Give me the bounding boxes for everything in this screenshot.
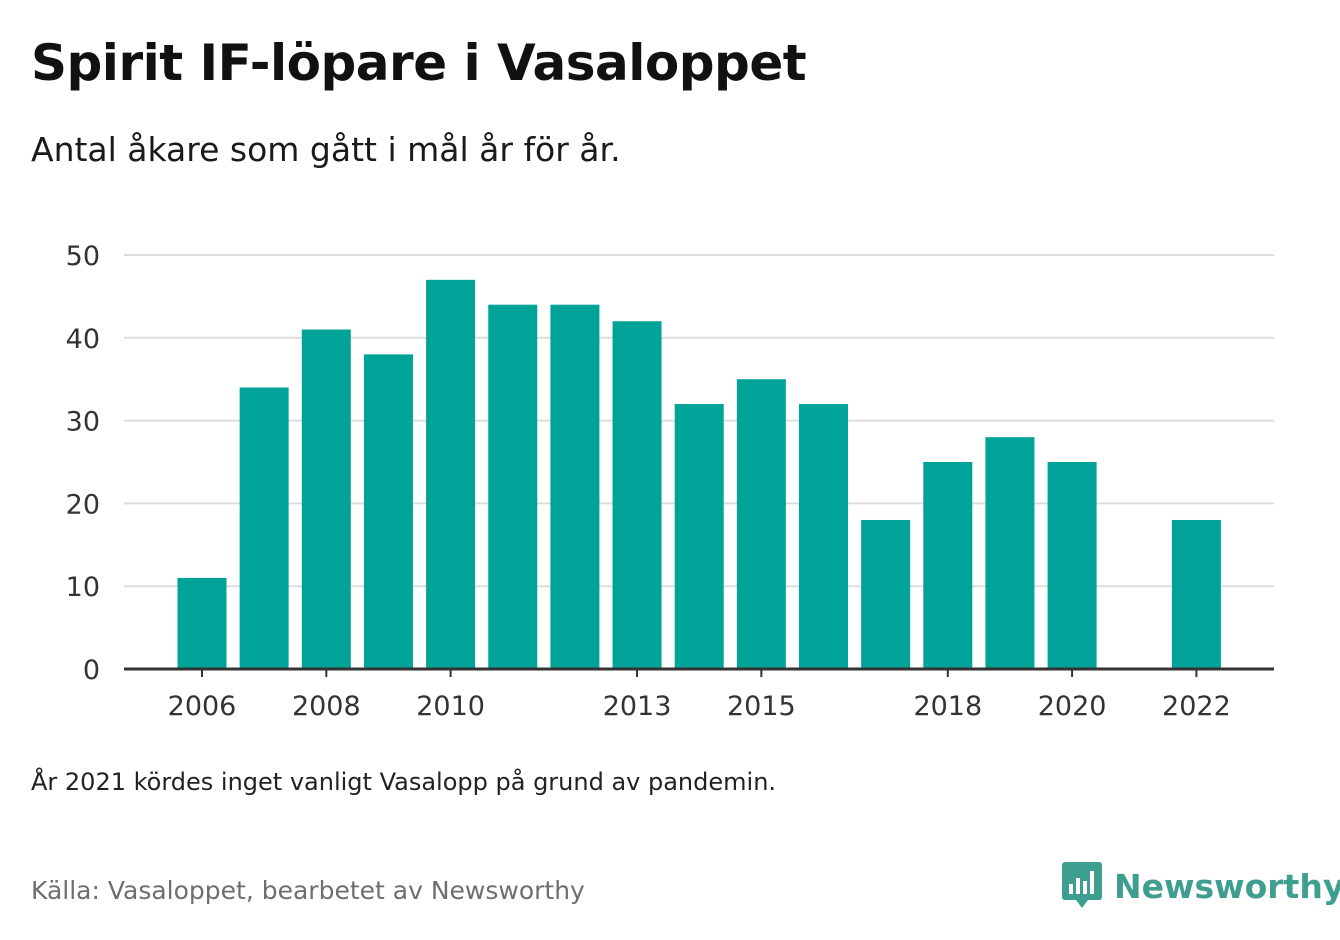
bar-2016 (799, 404, 848, 669)
bar-2018 (923, 462, 973, 669)
bar-chart: 0 10 20 30 40 50 2006 2008 2010 2013 2015 2018 2020 2… (66, 241, 1274, 722)
bar-2022 (1171, 519, 1221, 669)
x-tick-label: 2022 (1162, 691, 1231, 722)
x-tick-label: 2015 (727, 691, 796, 722)
x-tick-label: 2010 (416, 691, 485, 722)
newsworthy-bar-chart-icon (1062, 862, 1102, 908)
bar-2007 (239, 387, 289, 669)
y-tick-label: 40 (66, 324, 100, 355)
bar-2015 (736, 379, 786, 669)
chart-title: Spirit IF-löpare i Vasaloppet (31, 34, 807, 92)
bar-2010 (426, 279, 476, 669)
y-tick-label: 50 (66, 241, 100, 272)
axes: 0 10 20 30 40 50 2006 2008 2010 2013 2015 2018 2020 2… (66, 241, 1274, 722)
y-tick-label: 10 (66, 572, 100, 603)
source-credit: Källa: Vasaloppet, bearbetet av Newswort… (31, 876, 585, 905)
y-tick-label: 0 (83, 655, 100, 686)
x-tick-label: 2008 (292, 691, 361, 722)
x-tick-label: 2013 (603, 691, 672, 722)
bar-2013 (612, 321, 662, 669)
bar-2008 (301, 329, 351, 669)
newsworthy-logo: Newsworthy (1062, 862, 1340, 910)
footnote: År 2021 kördes inget vanligt Vasalopp på… (31, 768, 777, 796)
bars (177, 279, 1221, 669)
logo-text: Newsworthy (1114, 866, 1340, 906)
bar-2011 (488, 304, 538, 669)
y-tick-label: 20 (66, 489, 100, 520)
x-tick-label: 2020 (1038, 691, 1107, 722)
x-tick-label: 2006 (168, 691, 237, 722)
bar-2006 (177, 577, 227, 669)
bar-2012 (550, 304, 600, 669)
x-tick-label: 2018 (913, 691, 982, 722)
chart-subtitle: Antal åkare som gått i mål år för år. (31, 130, 621, 169)
y-tick-label: 30 (66, 407, 100, 438)
bar-2017 (861, 519, 911, 669)
bar-2014 (674, 404, 724, 669)
bar-2019 (985, 437, 1035, 669)
bar-2009 (363, 354, 413, 669)
bar-2020 (1047, 462, 1097, 669)
